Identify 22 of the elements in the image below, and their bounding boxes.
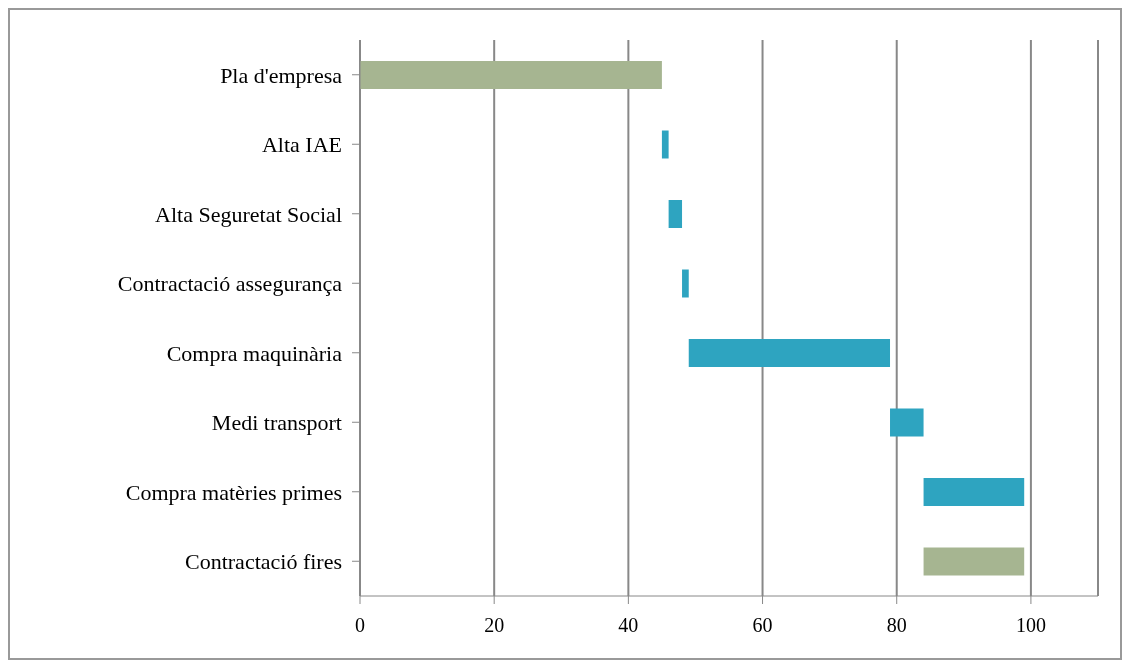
x-tick-label: 40 <box>618 614 639 637</box>
x-tick-label: 20 <box>484 614 505 637</box>
x-tick-label: 0 <box>355 614 365 637</box>
bar <box>688 339 891 367</box>
y-tick-label: Contractació assegurança <box>117 271 343 297</box>
y-tick-label: Medi transport <box>211 410 342 436</box>
bar <box>923 547 1025 576</box>
y-tick-label: Alta IAE <box>261 132 342 158</box>
y-tick-label: Pla d'empresa <box>220 62 343 88</box>
x-tick-label: 80 <box>886 614 907 637</box>
x-tick-label: 100 <box>1015 614 1046 637</box>
y-tick-label: Compra maquinària <box>166 340 343 366</box>
y-tick-label: Compra matèries primes <box>125 479 342 505</box>
y-tick-label: Contractació fires <box>185 549 342 575</box>
x-tick-label: 60 <box>752 614 773 637</box>
bar <box>661 130 669 159</box>
y-tick-label: Alta Seguretat Social <box>155 201 342 227</box>
bar <box>923 478 1025 506</box>
bar <box>682 269 689 298</box>
bar <box>890 408 924 437</box>
bar <box>360 61 662 89</box>
bar <box>668 200 683 228</box>
